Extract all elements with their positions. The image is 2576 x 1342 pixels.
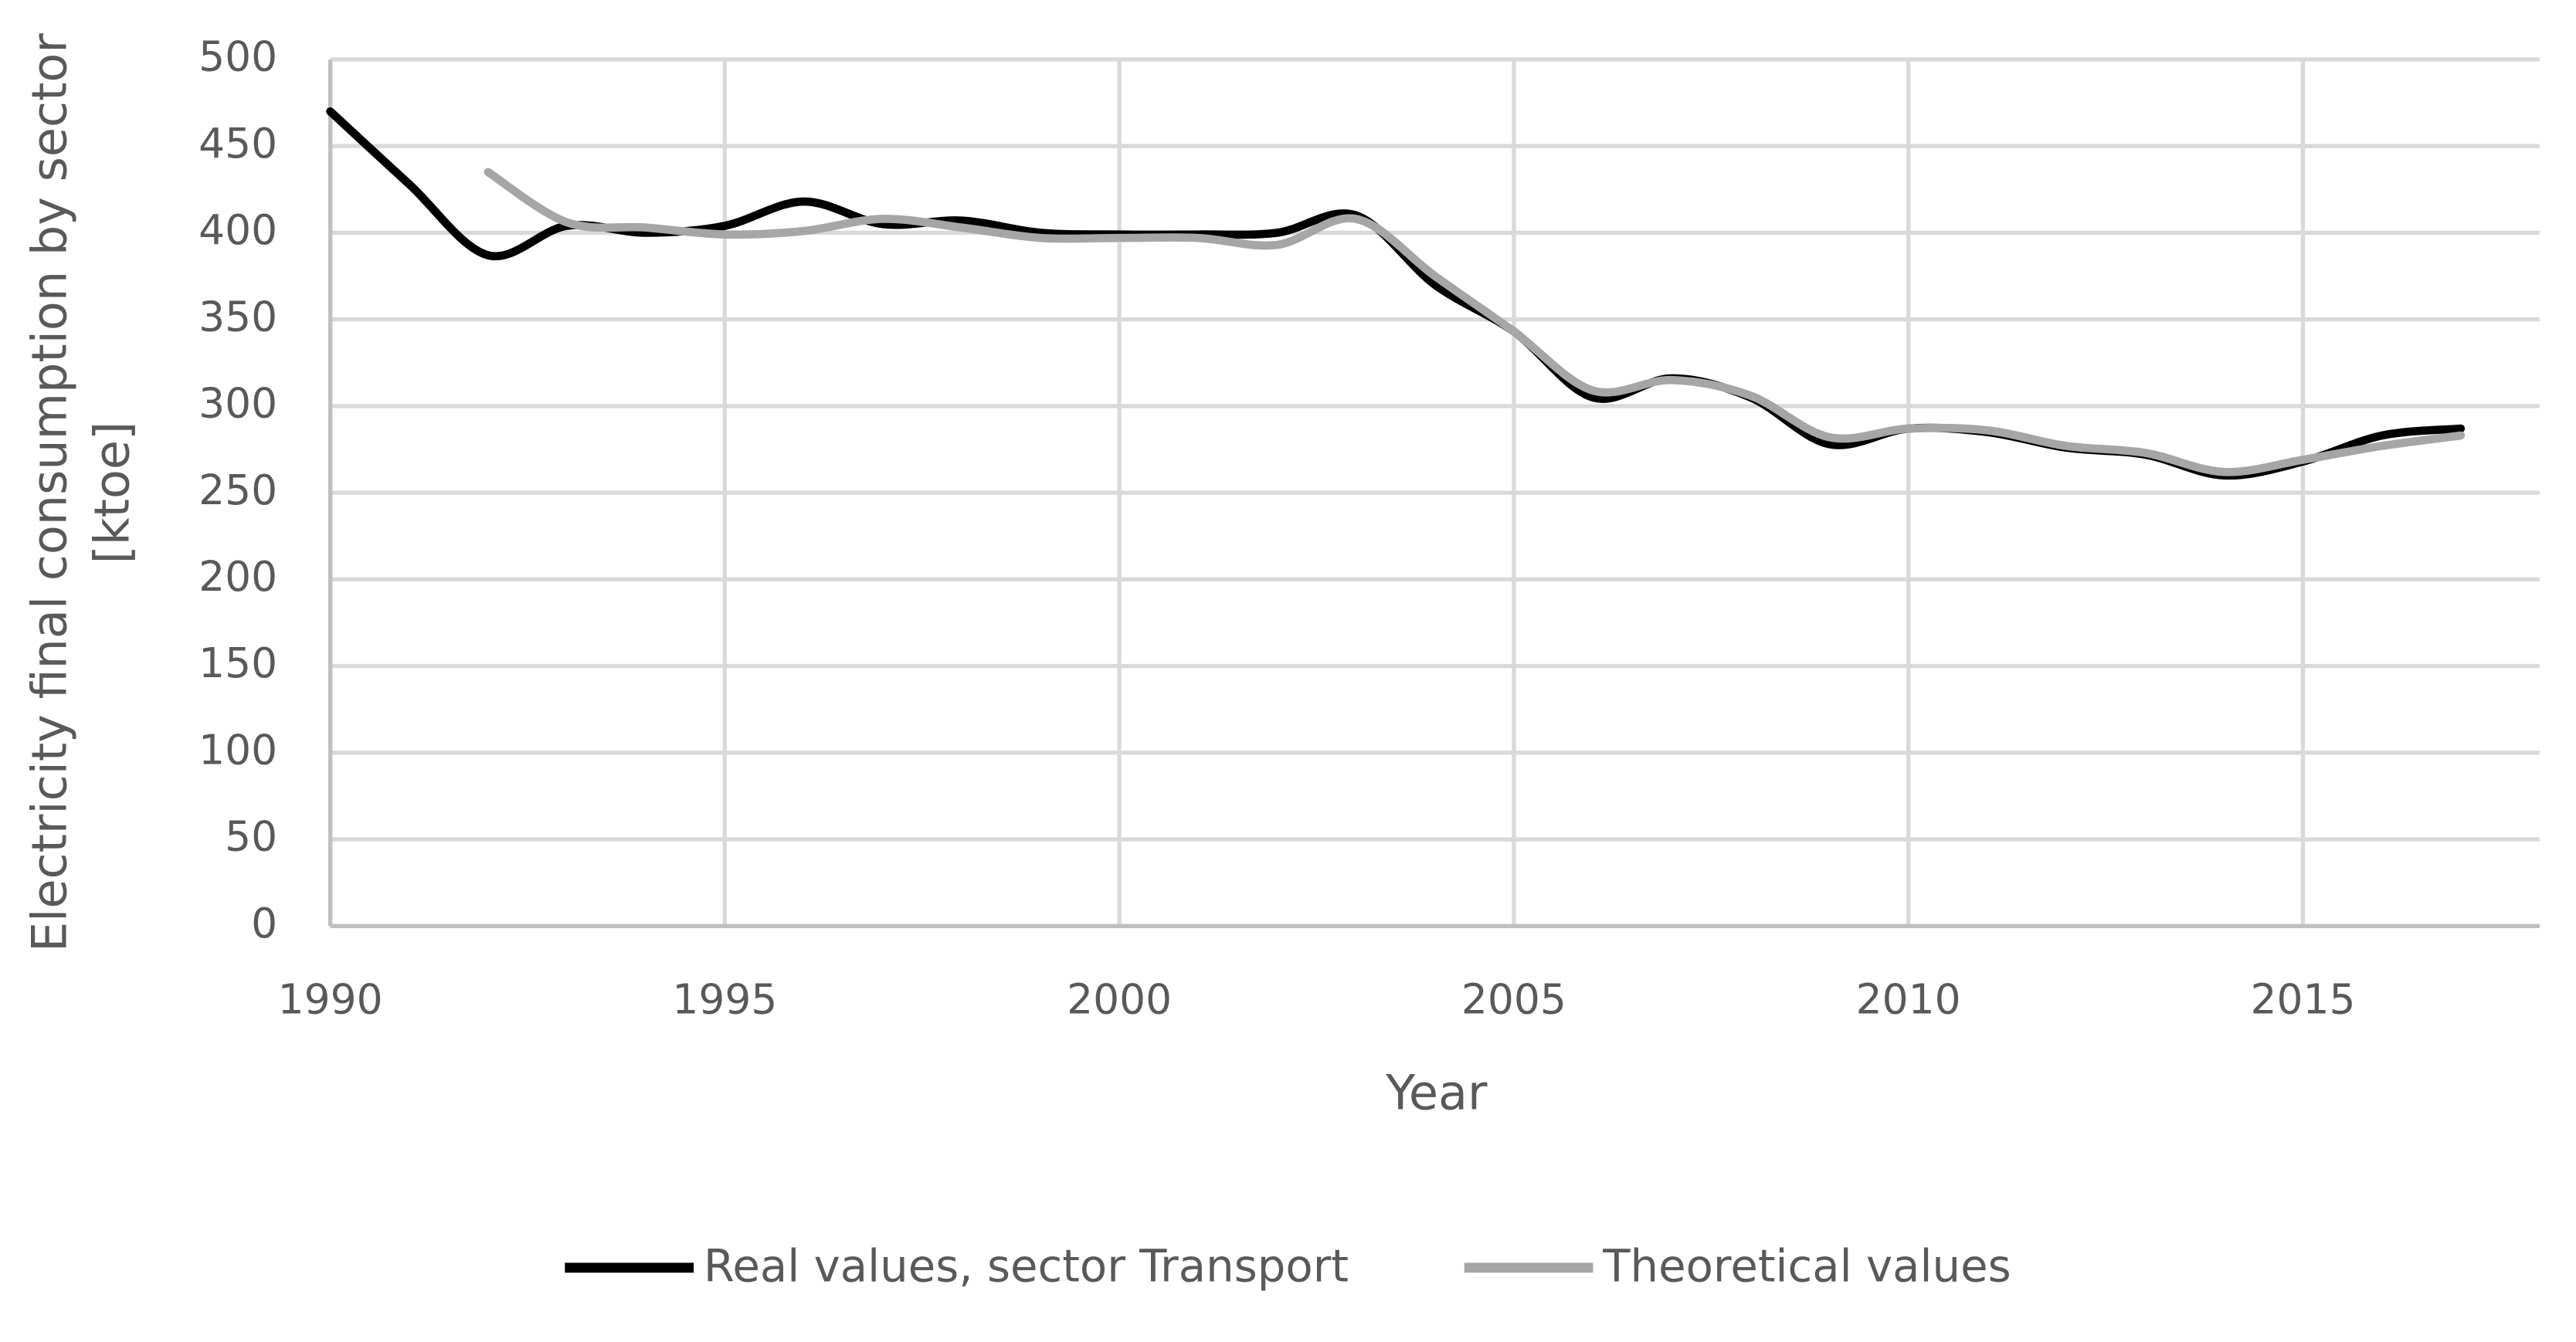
legend-label: Real values, sector Transport xyxy=(704,1240,1349,1293)
x-tick-label: 2015 xyxy=(2250,974,2355,1023)
y-tick-label: 350 xyxy=(199,292,277,341)
y-tick-label: 200 xyxy=(199,552,277,601)
x-tick-label: 2000 xyxy=(1067,974,1172,1023)
y-tick-label: 450 xyxy=(199,119,277,168)
y-tick-label: 400 xyxy=(199,205,277,254)
x-tick-label: 1990 xyxy=(278,974,383,1023)
legend-label: Theoretical values xyxy=(1602,1240,2011,1293)
y-axis-title: Electricity final consumption by sector[… xyxy=(22,33,141,952)
y-tick-label: 250 xyxy=(199,466,277,514)
x-tick-label: 1995 xyxy=(672,974,777,1023)
y-tick-label: 50 xyxy=(225,812,277,861)
line-series xyxy=(484,168,2466,476)
legend: Real values, sector Transport Theoretical… xyxy=(565,1240,2011,1293)
x-axis-title: Year xyxy=(1385,1065,1488,1121)
y-tick-label: 500 xyxy=(199,32,277,81)
x-tick-label: 2005 xyxy=(1461,974,1566,1023)
x-tick-label: 2010 xyxy=(1856,974,1961,1023)
y-tick-label: 0 xyxy=(251,899,277,947)
line-series xyxy=(326,107,2466,480)
y-tick-label: 100 xyxy=(199,725,277,774)
y-tick-label: 150 xyxy=(199,639,277,687)
y-tick-label: 300 xyxy=(199,379,277,428)
